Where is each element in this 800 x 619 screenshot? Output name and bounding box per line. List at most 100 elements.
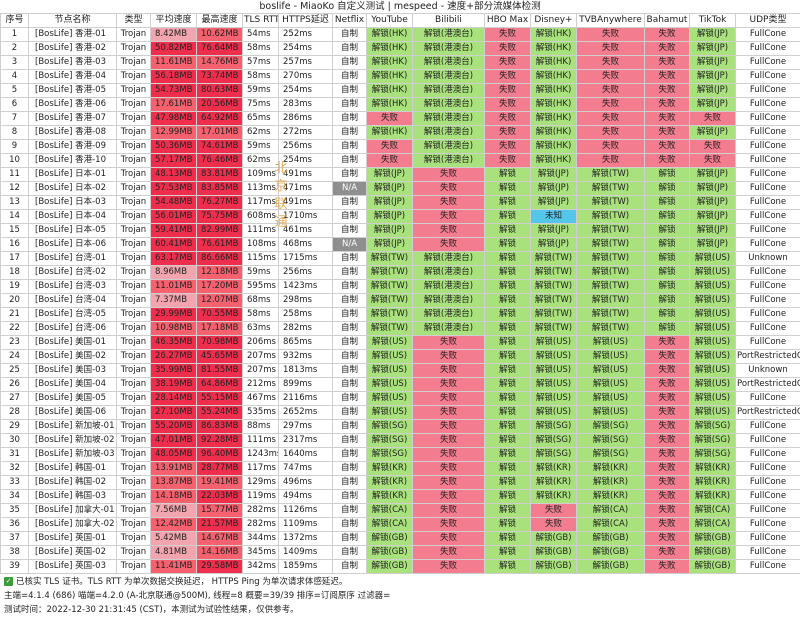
row-index-cell: 35: [0, 503, 29, 518]
col-header[interactable]: TLS RTT: [242, 13, 279, 28]
table-row[interactable]: 30 [BosLife] 新加坡-02 Trojan 47.01MB 92.28MB 11…: [0, 433, 800, 448]
row-index-cell: 11: [0, 167, 29, 182]
col-header[interactable]: HBO Max: [484, 13, 531, 28]
table-row[interactable]: 21 [BosLife] 台湾-05 Trojan 29.99MB 70.55MB 58m…: [0, 307, 800, 322]
disney-plus-cell: 解锁(TW): [530, 265, 577, 280]
udp-type-cell: Unknown: [735, 251, 800, 266]
col-header[interactable]: UDP类型: [735, 13, 800, 28]
netflix-cell: 自制: [332, 377, 367, 392]
udp-type-cell: FullCone: [735, 307, 800, 322]
hbo-max-cell: 解锁: [484, 405, 531, 420]
table-row[interactable]: 18 [BosLife] 台湾-02 Trojan 8.96MB 12.18MB 59ms…: [0, 265, 800, 280]
table-row[interactable]: 16 [BosLife] 日本-06 Trojan 60.41MB 76.61MB 108…: [0, 237, 800, 252]
bilibili-cell: 失败: [412, 195, 485, 210]
table-row[interactable]: 28 [BosLife] 美国-06 Trojan 27.10MB 55.24MB 535…: [0, 405, 800, 420]
tls-rtt-cell: 212ms: [242, 377, 279, 392]
col-header[interactable]: 类型: [116, 13, 151, 28]
node-name-cell: [BosLife] 加拿大-02: [28, 517, 117, 532]
table-row[interactable]: 2 [BosLife] 香港-02 Trojan 50.82MB 76.64MB 58ms…: [0, 41, 800, 56]
table-row[interactable]: 6 [BosLife] 香港-06 Trojan 17.61MB 20.56MB 75ms…: [0, 97, 800, 112]
hbo-max-cell: 失败: [484, 83, 531, 98]
node-type-cell: Trojan: [116, 363, 151, 378]
disney-plus-cell: 解锁(TW): [530, 307, 577, 322]
row-index-cell: 34: [0, 489, 29, 504]
node-type-cell: Trojan: [116, 111, 151, 126]
table-row[interactable]: 29 [BosLife] 新加坡-01 Trojan 55.20MB 86.83MB 88…: [0, 419, 800, 434]
tvbanywhere-cell: 解锁(TW): [576, 321, 645, 336]
max-speed-cell: 83.81MB: [196, 167, 243, 182]
table-row[interactable]: 26 [BosLife] 美国-04 Trojan 38.19MB 64.86MB 212…: [0, 377, 800, 392]
bilibili-cell: 失败: [412, 461, 485, 476]
table-row[interactable]: 20 [BosLife] 台湾-04 Trojan 7.37MB 12.07MB 68ms…: [0, 293, 800, 308]
table-row[interactable]: 13 [BosLife] 日本-03 Trojan 54.48MB 76.27MB 117…: [0, 195, 800, 210]
col-header[interactable]: Bahamut: [644, 13, 690, 28]
table-row[interactable]: 19 [BosLife] 台湾-03 Trojan 11.01MB 17.20MB 595…: [0, 279, 800, 294]
table-row[interactable]: 32 [BosLife] 韩国-01 Trojan 13.91MB 28.77MB 117…: [0, 461, 800, 476]
node-name-cell: [BosLife] 香港-09: [28, 139, 117, 154]
col-header[interactable]: 节点名称: [28, 13, 117, 28]
col-header[interactable]: Bilibili: [412, 13, 485, 28]
disney-plus-cell: 解锁(HK): [530, 55, 577, 70]
udp-type-cell: FullCone: [735, 489, 800, 504]
table-row[interactable]: 1 [BosLife] 香港-01 Trojan 8.42MB 10.62MB 54ms 2…: [0, 27, 800, 42]
col-header[interactable]: Disney+: [530, 13, 577, 28]
col-header[interactable]: Netflix: [332, 13, 367, 28]
tls-rtt-cell: 119ms: [242, 489, 279, 504]
netflix-cell: 自制: [332, 503, 367, 518]
table-row[interactable]: 10 [BosLife] 香港-10 Trojan 57.17MB 76.46MB 62m…: [0, 153, 800, 168]
table-row[interactable]: 38 [BosLife] 英国-02 Trojan 4.81MB 14.16MB 345m…: [0, 545, 800, 560]
hbo-max-cell: 解锁: [484, 419, 531, 434]
bahamut-cell: 失败: [644, 475, 690, 490]
table-row[interactable]: 22 [BosLife] 台湾-06 Trojan 10.98MB 17.18MB 63m…: [0, 321, 800, 336]
tiktok-cell: 解锁(US): [689, 391, 736, 406]
node-name-cell: [BosLife] 韩国-03: [28, 489, 117, 504]
table-row[interactable]: 25 [BosLife] 美国-03 Trojan 35.99MB 81.55MB 207…: [0, 363, 800, 378]
tls-rtt-cell: 59ms: [242, 83, 279, 98]
node-type-cell: Trojan: [116, 209, 151, 224]
table-row[interactable]: 8 [BosLife] 香港-08 Trojan 12.99MB 17.01MB 62ms…: [0, 125, 800, 140]
table-row[interactable]: 7 [BosLife] 香港-07 Trojan 47.98MB 64.92MB 65ms…: [0, 111, 800, 126]
node-name-cell: [BosLife] 美国-04: [28, 377, 117, 392]
hbo-max-cell: 解锁: [484, 517, 531, 532]
table-row[interactable]: 23 [BosLife] 美国-01 Trojan 46.35MB 70.98MB 206…: [0, 335, 800, 350]
table-row[interactable]: 35 [BosLife] 加拿大-01 Trojan 7.56MB 15.77MB 282…: [0, 503, 800, 518]
youtube-cell: 解锁(KR): [366, 489, 413, 504]
https-latency-cell: 297ms: [278, 419, 333, 434]
table-row[interactable]: 11 [BosLife] 日本-01 Trojan 48.13MB 83.81MB 109…: [0, 167, 800, 182]
col-header[interactable]: TikTok: [689, 13, 736, 28]
https-latency-cell: 254ms: [278, 41, 333, 56]
tvbanywhere-cell: 解锁(TW): [576, 307, 645, 322]
table-row[interactable]: 34 [BosLife] 韩国-03 Trojan 14.18MB 22.03MB 119…: [0, 489, 800, 504]
table-row[interactable]: 27 [BosLife] 美国-05 Trojan 28.14MB 55.15MB 467…: [0, 391, 800, 406]
tvbanywhere-cell: 失败: [576, 153, 645, 168]
col-header[interactable]: TVBAnywhere: [576, 13, 645, 28]
table-row[interactable]: 4 [BosLife] 香港-04 Trojan 56.18MB 73.74MB 58ms…: [0, 69, 800, 84]
col-header[interactable]: 序号: [0, 13, 29, 28]
table-row[interactable]: 9 [BosLife] 香港-09 Trojan 50.36MB 74.61MB 59ms…: [0, 139, 800, 154]
table-row[interactable]: 5 [BosLife] 香港-05 Trojan 54.73MB 80.63MB 59ms…: [0, 83, 800, 98]
disney-plus-cell: 解锁(TW): [530, 279, 577, 294]
hbo-max-cell: 解锁: [484, 559, 531, 574]
bilibili-cell: 解锁(港澳台): [412, 251, 485, 266]
table-row[interactable]: 12 [BosLife] 日本-02 Trojan 57.53MB 83.85MB 113…: [0, 181, 800, 196]
table-row[interactable]: 17 [BosLife] 台湾-01 Trojan 63.17MB 86.66MB 115…: [0, 251, 800, 266]
table-row[interactable]: 33 [BosLife] 韩国-02 Trojan 13.87MB 19.41MB 129…: [0, 475, 800, 490]
youtube-cell: 解锁(SG): [366, 433, 413, 448]
udp-type-cell: FullCone: [735, 111, 800, 126]
col-header[interactable]: 最高速度: [196, 13, 243, 28]
tls-rtt-cell: 344ms: [242, 531, 279, 546]
col-header[interactable]: 平均速度: [150, 13, 197, 28]
table-row[interactable]: 3 [BosLife] 香港-03 Trojan 11.61MB 14.76MB 57ms…: [0, 55, 800, 70]
col-header[interactable]: YouTube: [366, 13, 413, 28]
row-index-cell: 20: [0, 293, 29, 308]
table-row[interactable]: 14 [BosLife] 日本-04 Trojan 56.01MB 75.75MB 608…: [0, 209, 800, 224]
netflix-cell: 自制: [332, 293, 367, 308]
table-row[interactable]: 31 [BosLife] 新加坡-03 Trojan 48.05MB 96.40MB 12…: [0, 447, 800, 462]
table-row[interactable]: 39 [BosLife] 英国-03 Trojan 11.41MB 29.58MB 342…: [0, 559, 800, 574]
table-row[interactable]: 15 [BosLife] 日本-05 Trojan 59.41MB 82.99MB 111…: [0, 223, 800, 238]
table-row[interactable]: 24 [BosLife] 美国-02 Trojan 26.27MB 45.65MB 207…: [0, 349, 800, 364]
col-header[interactable]: HTTPS延迟: [278, 13, 333, 28]
table-row[interactable]: 37 [BosLife] 英国-01 Trojan 5.42MB 14.67MB 344m…: [0, 531, 800, 546]
table-row[interactable]: 36 [BosLife] 加拿大-02 Trojan 12.42MB 21.57MB 28…: [0, 517, 800, 532]
bilibili-cell: 失败: [412, 475, 485, 490]
